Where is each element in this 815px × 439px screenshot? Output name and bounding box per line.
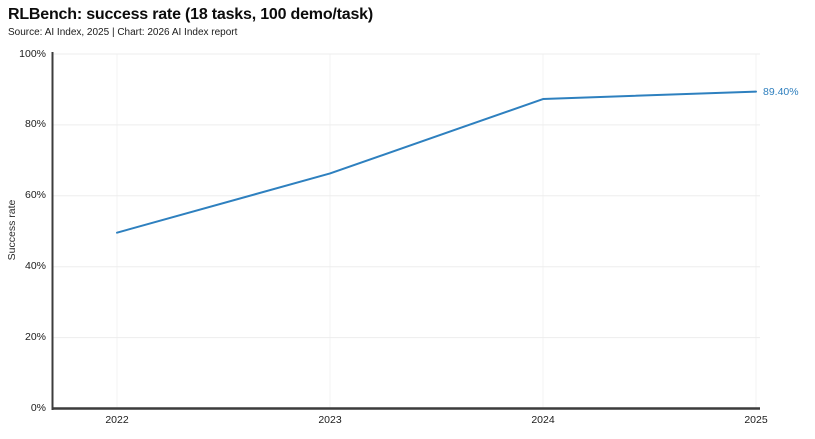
last-value-label: 89.40%: [763, 85, 799, 98]
y-tick-label: 40%: [24, 260, 46, 273]
chart-title: RLBench: success rate (18 tasks, 100 dem…: [8, 6, 373, 23]
y-tick-label: 100%: [19, 47, 46, 60]
x-tick-label: 2022: [105, 414, 129, 426]
series-line-success-rate: [116, 90, 757, 234]
x-tick-label: 2025: [744, 414, 768, 426]
chart-source-note: Source: AI Index, 2025 | Chart: 2026 AI …: [8, 27, 238, 38]
y-tick-label: 80%: [24, 118, 46, 131]
x-tick-label: 2024: [531, 414, 555, 426]
x-tick-label: 2023: [318, 414, 342, 426]
y-tick-label: 0%: [30, 402, 46, 414]
y-tick-label: 60%: [24, 189, 46, 202]
y-tick-label: 20%: [24, 331, 46, 344]
